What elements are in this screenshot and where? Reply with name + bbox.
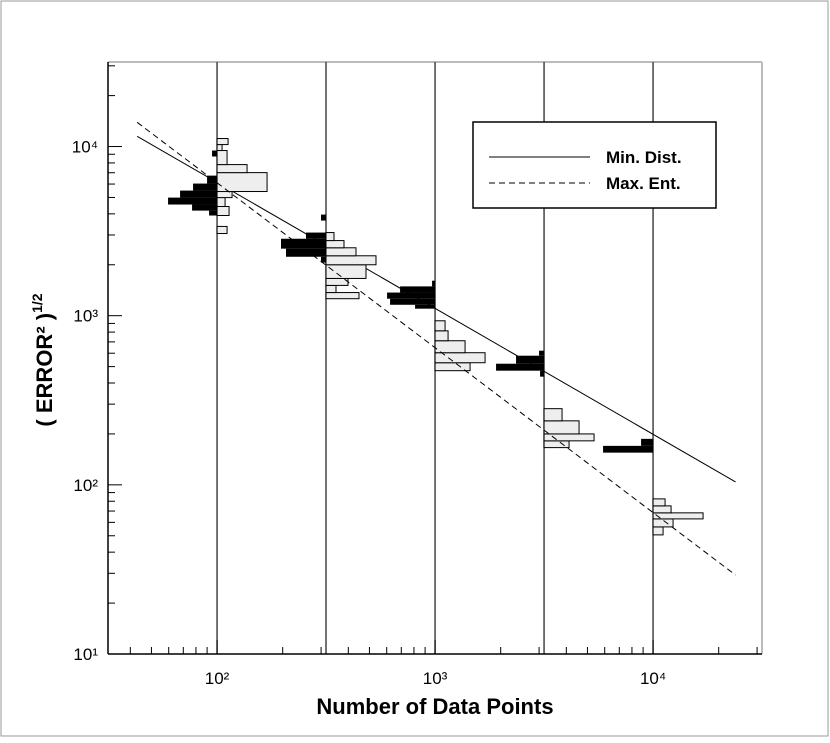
- y-axis-label-exponent: 1/2: [29, 293, 45, 313]
- histogram-bar: [216, 197, 226, 208]
- y-axis-label-main: ( ERROR² ): [32, 313, 57, 427]
- histogram-bar: [321, 256, 326, 263]
- y-tick-label: 10³: [73, 307, 98, 326]
- histogram-bar: [516, 355, 545, 364]
- histogram-bar: [216, 138, 229, 146]
- histogram-bar: [539, 350, 545, 356]
- histogram-bar: [652, 518, 674, 528]
- fit-line: [136, 135, 736, 483]
- histogram-bar: [325, 247, 357, 257]
- histogram-bar: [180, 190, 218, 198]
- histogram-bar: [209, 210, 218, 216]
- histogram-bar: [306, 232, 326, 239]
- histogram-bar: [216, 172, 268, 193]
- histogram-bar: [168, 197, 218, 205]
- histogram-bar: [192, 204, 218, 211]
- histogram-bar: [325, 255, 377, 266]
- histogram-bar: [321, 214, 326, 221]
- histogram-bar: [281, 238, 326, 249]
- histogram-bar: [387, 292, 436, 299]
- histogram-bar: [543, 433, 595, 442]
- histogram-bar: [415, 304, 436, 309]
- histogram-bar: [434, 330, 449, 342]
- fit-line: [136, 121, 736, 576]
- legend-label: Max. Ent.: [606, 174, 681, 193]
- histogram-bar: [216, 206, 230, 217]
- histogram-bar: [652, 498, 666, 507]
- histogram-bar: [325, 264, 367, 279]
- y-axis-label: ( ERROR² )1/2: [29, 293, 57, 426]
- y-tick-label: 10²: [73, 476, 98, 495]
- histogram-bar: [434, 340, 466, 354]
- histogram-bar: [216, 225, 228, 235]
- histogram-bar: [641, 438, 654, 446]
- histogram-bar: [325, 292, 360, 300]
- histogram-bar: [434, 352, 486, 364]
- histogram-bar: [434, 362, 471, 372]
- x-tick-label: 10³: [423, 669, 448, 688]
- histogram-bar: [216, 144, 223, 152]
- histogram-bar: [400, 286, 436, 293]
- histogram-bar: [603, 445, 654, 453]
- legend-box: [472, 121, 717, 209]
- histogram-bar: [325, 240, 345, 249]
- histogram-bar: [496, 363, 545, 371]
- histogram-bar: [216, 191, 233, 199]
- x-tick-label: 10²: [205, 669, 230, 688]
- histogram-bar: [325, 284, 337, 294]
- histogram-bar: [432, 280, 436, 287]
- y-tick-label: 10⁴: [72, 138, 98, 157]
- histogram-bar: [543, 420, 580, 435]
- y-tick-label: 10¹: [73, 645, 98, 664]
- histogram-bar: [434, 320, 446, 332]
- histogram-bar: [193, 183, 218, 191]
- histogram-bar: [216, 150, 228, 166]
- histogram-bar: [652, 526, 664, 536]
- histogram-bar: [540, 370, 545, 377]
- histogram-bar: [390, 298, 436, 305]
- histogram-bar: [652, 512, 704, 520]
- histogram-bar: [543, 440, 570, 449]
- legend-label: Min. Dist.: [606, 148, 682, 167]
- x-axis-label: Number of Data Points: [316, 694, 553, 719]
- histogram-bar: [325, 232, 335, 242]
- histogram-bar: [212, 150, 218, 157]
- histogram-bar: [543, 408, 563, 422]
- histogram-bar: [286, 248, 326, 257]
- histogram-bar: [216, 164, 248, 174]
- x-tick-label: 10⁴: [640, 669, 666, 688]
- histogram-bar: [652, 505, 672, 514]
